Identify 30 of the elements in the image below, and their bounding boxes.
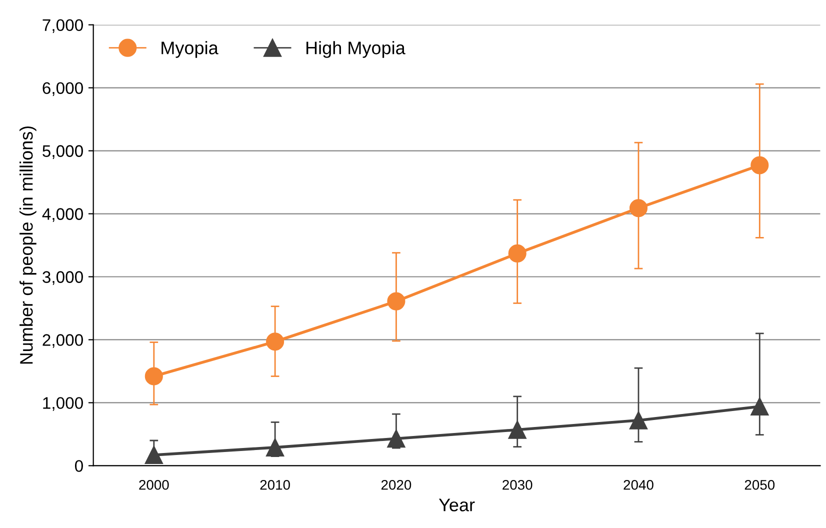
- x-tick-label: 2000: [139, 480, 169, 490]
- x-tick-label: 2030: [502, 480, 532, 490]
- point: [387, 292, 406, 310]
- y-tick-label: 2,000: [42, 334, 83, 348]
- point: [508, 244, 526, 262]
- point: [266, 438, 284, 456]
- x-tick-label: 2050: [744, 480, 775, 490]
- point: [750, 397, 769, 416]
- y-tick-label: 1,000: [43, 397, 83, 411]
- point: [144, 446, 163, 464]
- y-tick-label: 4,000: [42, 208, 83, 222]
- y-tick-label: 5,000: [42, 145, 83, 159]
- point: [629, 199, 648, 218]
- y-tick-label: 3,000: [42, 271, 83, 285]
- point: [387, 430, 406, 448]
- y-tick-label: 0: [75, 460, 83, 472]
- point: [629, 411, 648, 430]
- point: [750, 156, 769, 174]
- x-tick-label: 2040: [624, 480, 654, 490]
- point: [266, 332, 284, 351]
- legend-label: High Myopia: [306, 41, 406, 58]
- point: [508, 420, 526, 439]
- point: [144, 367, 163, 386]
- legend-label: Myopia: [162, 41, 218, 58]
- x-tick-label: 2010: [260, 480, 290, 490]
- y-tick-label: 6,000: [42, 82, 83, 96]
- x-axis-title: Year: [438, 498, 475, 512]
- y-tick-label: 7,000: [42, 19, 83, 33]
- x-tick-label: 2020: [381, 480, 412, 490]
- y-axis-title: Number of people (in millions): [20, 126, 36, 364]
